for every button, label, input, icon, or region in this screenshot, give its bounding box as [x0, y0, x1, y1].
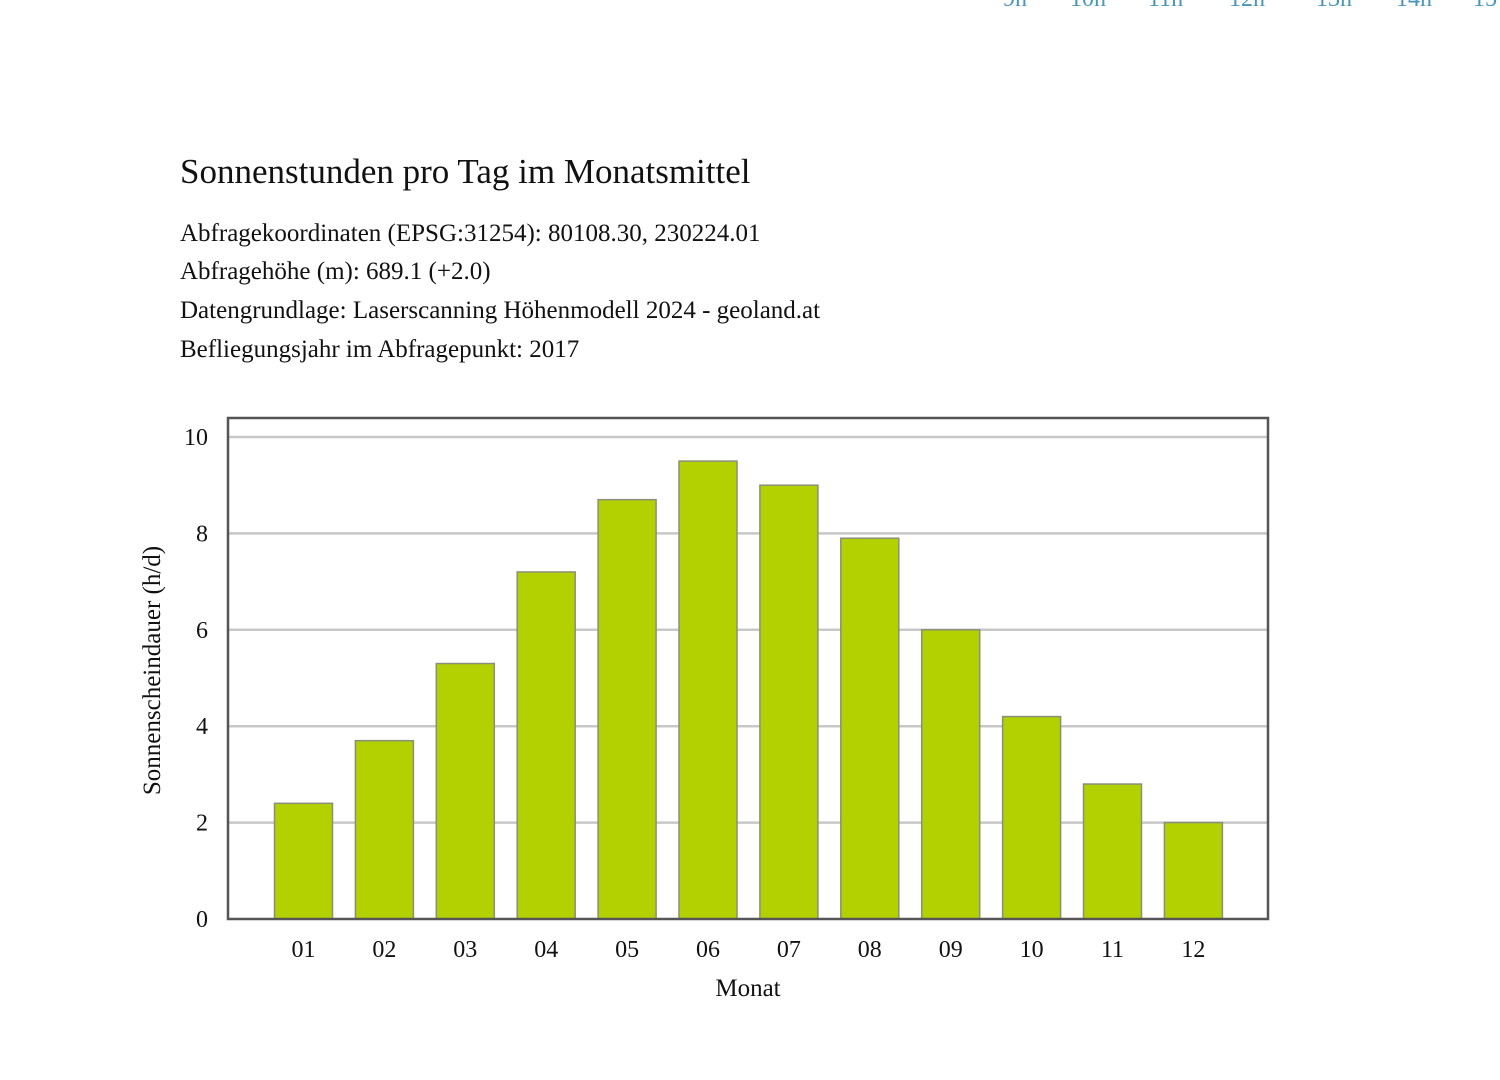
- bar-month-11: [1082, 783, 1143, 920]
- x-tick-label: 10: [1020, 937, 1044, 963]
- hour-link-10h[interactable]: 10h: [1070, 0, 1106, 13]
- x-tick-label: 08: [858, 937, 882, 963]
- hour-link-9h[interactable]: 9h: [1003, 0, 1027, 13]
- bar-month-04: [516, 571, 576, 920]
- bar-month-06: [678, 460, 738, 920]
- hour-link-13h[interactable]: 13h: [1316, 0, 1352, 13]
- x-tick-label: 12: [1181, 937, 1205, 963]
- hour-navigation: 9h 10h 11h 12h 13h 14h 15: [0, 0, 1500, 26]
- bar-month-02: [354, 739, 415, 920]
- bar-month-09: [920, 629, 981, 920]
- bar-month-10: [1001, 715, 1062, 920]
- x-tick-labels: 01 02 03 04 05 06 07 08 09 10 11 12: [292, 937, 1206, 963]
- y-tick-label: 6: [196, 618, 208, 644]
- y-tick-label: 10: [184, 425, 208, 451]
- bar-month-05: [597, 498, 657, 920]
- page-title: Sonnenstunden pro Tag im Monatsmittel: [180, 152, 751, 191]
- x-tick-label: 11: [1101, 937, 1124, 963]
- x-tick-label: 04: [534, 937, 558, 963]
- hour-link-11h[interactable]: 11h: [1148, 0, 1183, 13]
- plot-frame: [226, 416, 1270, 921]
- x-tick-label: 09: [939, 937, 963, 963]
- y-tick-labels: 0 2 4 6 8 10: [184, 425, 208, 933]
- data-source: Datengrundlage: Laserscanning Höhenmodel…: [180, 297, 821, 324]
- x-tick-label: 02: [372, 937, 396, 963]
- y-axis-title: Sonnenscheindauer (h/d): [139, 546, 166, 795]
- x-axis-title: Monat: [715, 975, 780, 1002]
- x-tick-label: 03: [453, 937, 477, 963]
- y-tick-label: 0: [196, 907, 208, 933]
- bar-month-07: [759, 484, 819, 920]
- bar-month-12: [1163, 821, 1224, 920]
- y-tick-label: 4: [196, 714, 208, 740]
- query-height: Abfragehöhe (m): 689.1 (+2.0): [180, 258, 491, 285]
- hour-link-14h[interactable]: 14h: [1396, 0, 1432, 13]
- x-tick-label: 07: [777, 937, 801, 963]
- x-tick-label: 06: [696, 937, 720, 963]
- query-coordinates: Abfragekoordinaten (EPSG:31254): 80108.3…: [180, 220, 761, 247]
- x-tick-label: 05: [615, 937, 639, 963]
- y-tick-label: 8: [196, 521, 208, 547]
- survey-year: Befliegungsjahr im Abfragepunkt: 2017: [180, 336, 580, 363]
- hour-link-15h[interactable]: 15: [1473, 0, 1497, 13]
- y-tick-label: 2: [196, 811, 208, 837]
- bar-month-08: [840, 537, 900, 920]
- x-tick-label: 01: [292, 937, 316, 963]
- bar-month-01: [273, 802, 334, 920]
- bars: [273, 460, 1224, 920]
- bar-month-03: [435, 662, 496, 920]
- hour-link-12h[interactable]: 12h: [1229, 0, 1265, 13]
